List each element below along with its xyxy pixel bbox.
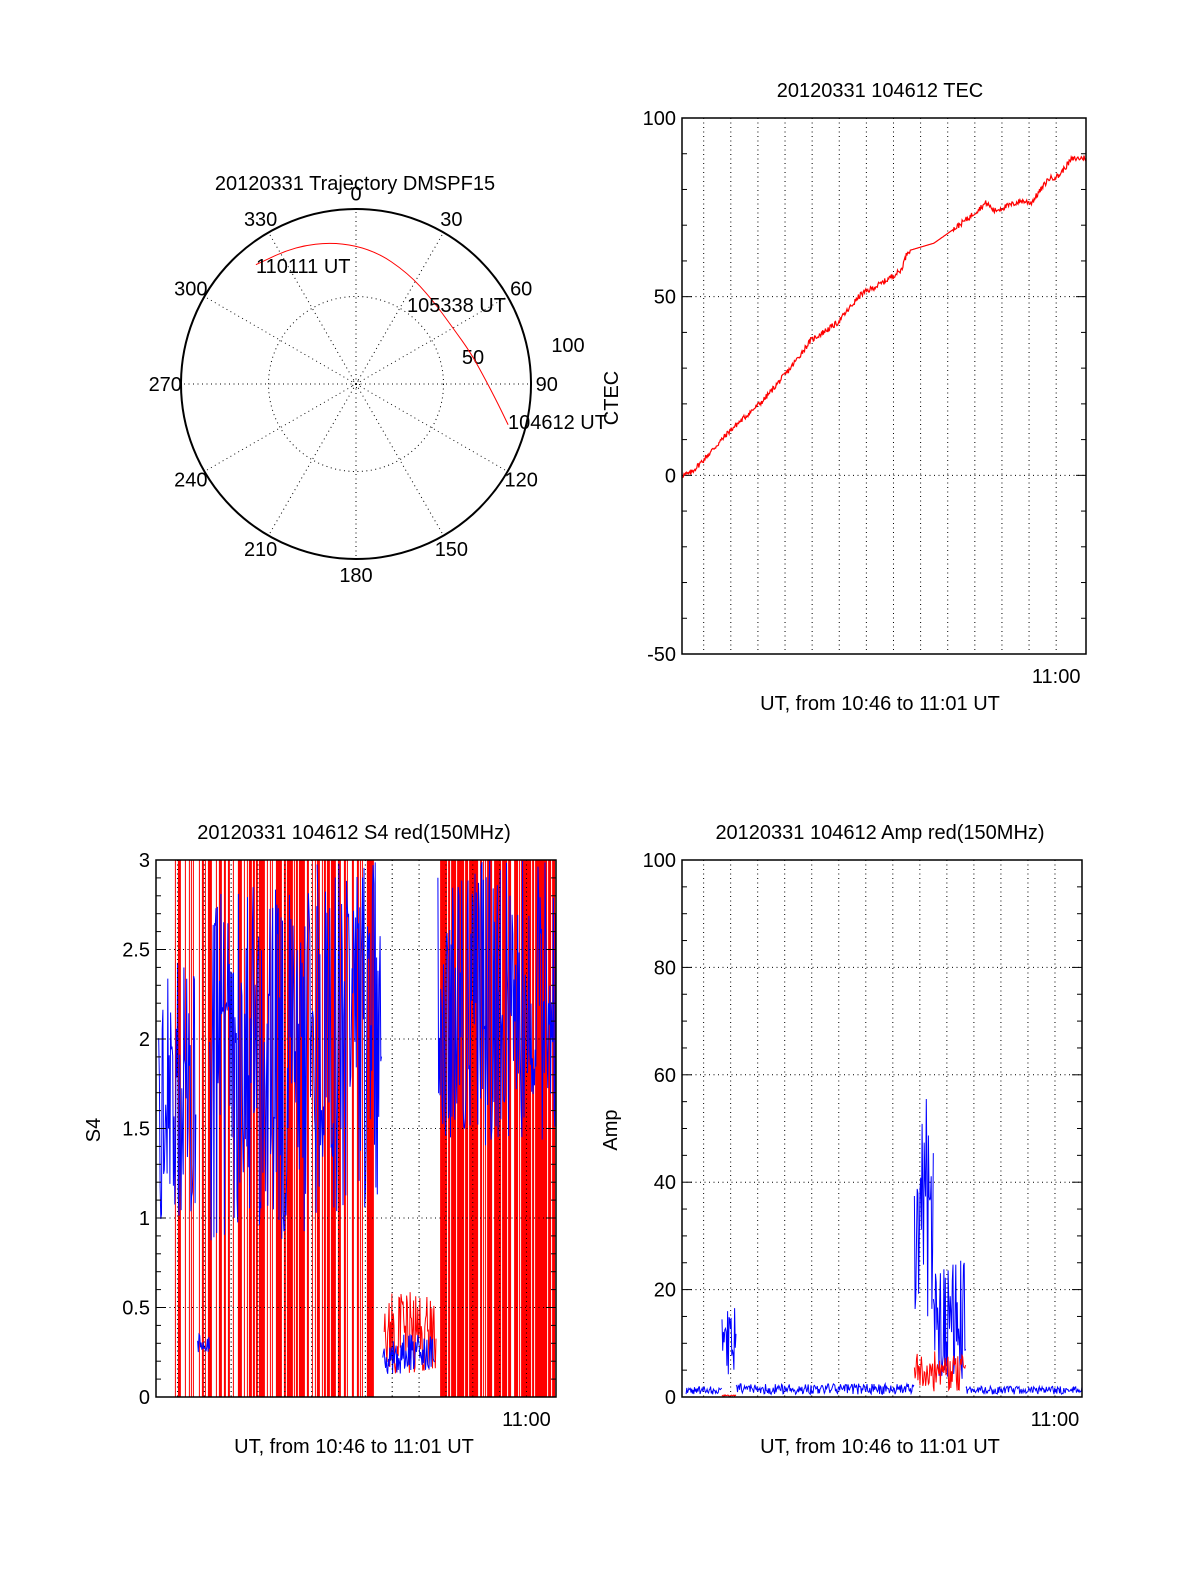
radial-label-100: 100 — [551, 335, 584, 357]
tec-series — [681, 154, 1087, 478]
amp-ytick-label: 100 — [643, 850, 676, 872]
amp-ticks — [682, 859, 1082, 1398]
trajectory-track — [255, 242, 509, 425]
s4-xlabel: UT, from 10:46 to 11:01 UT — [234, 1436, 474, 1458]
trajectory-title: 20120331 Trajectory DMSPF15 — [215, 173, 495, 195]
polar-angle-label-30: 30 — [440, 209, 462, 231]
annotation-end: 110111 UT — [256, 256, 351, 278]
amp-xlabel: UT, from 10:46 to 11:01 UT — [760, 1436, 1000, 1458]
polar-spoke-150 — [355, 383, 444, 536]
tec-title: 20120331 104612 TEC — [777, 80, 983, 102]
s4-ytick-labels: 0 0.5 1 1.5 2 2.5 3 — [122, 850, 150, 1409]
trajectory-polar-plot: 20120331 Trajectory DMSPF15 0 30 60 90 120 15… — [149, 173, 607, 587]
polar-angle-label-180: 180 — [339, 565, 372, 587]
polar-angle-label-0: 0 — [350, 183, 361, 205]
tec-ytick-label: 100 — [643, 108, 676, 130]
s4-frame — [155, 859, 557, 1398]
polar-outer-circle — [180, 208, 532, 560]
tec-ytick-label: -50 — [647, 644, 676, 666]
tec-xtick-label: 11:00 — [1032, 666, 1081, 688]
tec-ytick-label: 50 — [654, 287, 676, 309]
annotation-mid: 105338 UT — [407, 295, 506, 317]
amp-ytick-label: 40 — [654, 1172, 676, 1194]
amp-grid — [682, 860, 1082, 1397]
polar-angle-label-60: 60 — [510, 279, 532, 301]
tec-frame — [681, 117, 1087, 655]
s4-chart: 20120331 104612 S4 red(150MHz) S4 00.511… — [83, 822, 557, 1458]
s4-ylabel: S4 — [83, 1118, 105, 1142]
s4-ytick-label: 0.5 — [122, 1298, 150, 1320]
amp-ytick-label: 20 — [654, 1280, 676, 1302]
s4-series-1 — [158, 860, 556, 1374]
polar-angle-label-300: 300 — [174, 279, 207, 301]
s4-xtick-label: 11:00 — [502, 1409, 551, 1431]
polar-ring-50 — [268, 296, 444, 472]
tec-ticks — [682, 117, 1086, 655]
annotation-start: 104612 UT — [508, 412, 607, 434]
s4-ytick-label: 0 — [139, 1387, 150, 1409]
amp-xtick-label: 11:00 — [1031, 1409, 1080, 1431]
polar-angle-label-210: 210 — [244, 539, 277, 561]
s4-series — [158, 860, 556, 1397]
s4-ytick-label: 3 — [139, 850, 150, 872]
polar-spoke-240 — [204, 383, 357, 472]
amp-ytick-labels: 0 20 40 60 80 100 — [643, 850, 676, 1409]
tec-line — [681, 154, 1087, 478]
s4-ytick-label: 1.5 — [122, 1119, 150, 1141]
tec-xlabel: UT, from 10:46 to 11:01 UT — [760, 693, 1000, 715]
amp-frame — [681, 859, 1083, 1398]
amp-ytick-label: 80 — [654, 957, 676, 979]
tec-ylabel: CTEC — [601, 371, 623, 425]
tec-ytick-labels: -50 0 50 100 — [643, 108, 676, 666]
polar-angle-label-270: 270 — [149, 374, 182, 396]
polar-angle-label-90: 90 — [536, 374, 558, 396]
polar-grid — [181, 209, 531, 559]
polar-ring-2 — [352, 380, 360, 388]
amp-ytick-label: 0 — [665, 1387, 676, 1409]
amp-series-0 — [685, 1098, 1083, 1396]
s4-title: 20120331 104612 S4 red(150MHz) — [197, 822, 511, 844]
polar-angle-label-120: 120 — [505, 469, 538, 491]
tec-ytick-label: 0 — [665, 465, 676, 487]
polar-angle-labels: 0 30 60 90 120 150 180 210 240 270 300 330 — [149, 183, 558, 587]
s4-ytick-label: 2 — [139, 1029, 150, 1051]
s4-grid-overlay — [156, 860, 556, 1397]
tec-chart: 20120331 104612 TEC CTEC -50 0 50 100 11:00… — [601, 80, 1087, 715]
s4-ytick-label: 2.5 — [122, 940, 150, 962]
amp-chart: 20120331 104612 Amp red(150MHz) Amp 0 20 4… — [600, 822, 1083, 1458]
amp-series — [685, 1098, 1083, 1398]
polar-angle-label-240: 240 — [174, 469, 207, 491]
polar-spoke-210 — [268, 383, 357, 536]
amp-title: 20120331 104612 Amp red(150MHz) — [715, 822, 1044, 844]
polar-angle-label-330: 330 — [244, 209, 277, 231]
amp-ytick-label: 60 — [654, 1065, 676, 1087]
s4-ticks — [156, 859, 556, 1398]
tec-grid — [682, 118, 1086, 654]
polar-angle-label-150: 150 — [435, 539, 468, 561]
s4-ytick-label: 1 — [139, 1208, 150, 1230]
amp-ylabel: Amp — [600, 1109, 622, 1150]
